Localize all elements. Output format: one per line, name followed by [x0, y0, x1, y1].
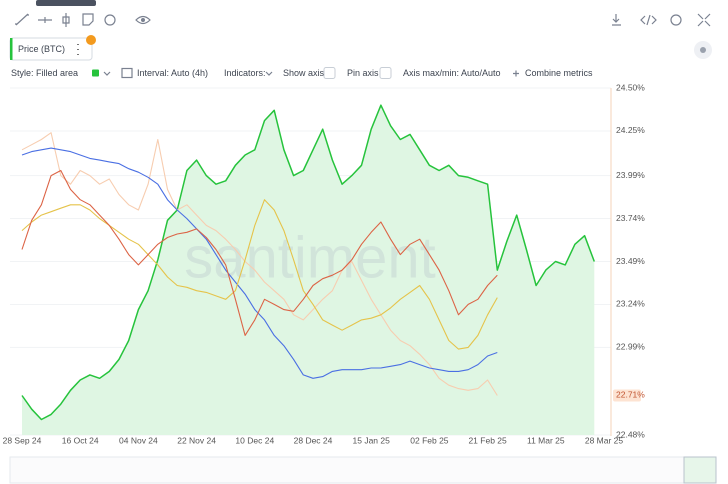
series-line [21, 199, 498, 350]
pin-axis[interactable]: Pin axis [347, 68, 379, 78]
plus-icon [513, 70, 519, 77]
x-tick-label: 04 Nov 24 [119, 435, 158, 445]
x-tick-label: 10 Dec 24 [235, 435, 274, 445]
series-line [21, 132, 498, 396]
tooltip [36, 0, 96, 6]
x-tick-label: 16 Oct 24 [62, 435, 99, 445]
visibility-dot [141, 18, 145, 22]
current-value-label: 22.71% [616, 390, 645, 400]
axis-minmax[interactable]: Axis max/min: Auto/Auto [403, 68, 501, 78]
trend-line-tool[interactable] [15, 13, 29, 26]
settings[interactable] [670, 14, 682, 26]
visibility-toggle[interactable] [135, 15, 151, 25]
x-tick-label: 28 Sep 24 [3, 435, 42, 445]
settings-row: Style: Filled area Interval: Auto (4h) I… [11, 67, 593, 79]
vertical-ray-tool[interactable] [62, 13, 70, 27]
x-tick-label: 11 Mar 25 [527, 435, 565, 445]
metric-label: Price (BTC) [18, 44, 65, 54]
y-tick-label: 24.50% [616, 82, 645, 92]
x-tick-label: 02 Feb 25 [410, 435, 449, 445]
x-tick-label: 28 Mar 25 [585, 435, 624, 445]
ray-tool[interactable] [38, 17, 52, 23]
indicators-setting[interactable]: Indicators: [224, 68, 266, 78]
y-tick-label: 22.48% [616, 429, 645, 439]
calendar-icon [121, 67, 133, 79]
navigator-window[interactable] [683, 456, 717, 484]
y-tick-label: 22.99% [616, 342, 645, 352]
interval-setting[interactable]: Interval: Auto (4h) [137, 68, 208, 78]
series-line [21, 104, 596, 421]
chevron [265, 71, 273, 76]
y-tick-label: 23.24% [616, 299, 645, 309]
combine-metrics[interactable]: Combine metrics [525, 68, 593, 78]
y-tick-label: 24.25% [616, 125, 645, 135]
settings-dot [700, 47, 706, 53]
fullscreen[interactable] [697, 13, 711, 27]
btc-badge [86, 35, 96, 45]
series-line [21, 169, 498, 336]
y-tick-label: 23.74% [616, 213, 645, 223]
series-line [21, 147, 498, 379]
x-tick-label: 15 Jan 25 [353, 435, 391, 445]
x-tick-label: 22 Nov 24 [177, 435, 216, 445]
x-tick-label: 21 Feb 25 [468, 435, 507, 445]
chip-marker [10, 38, 13, 60]
area [22, 105, 595, 435]
current-value-box [613, 389, 641, 402]
metric-chip[interactable]: Price (BTC) [9, 35, 96, 61]
navigator[interactable] [9, 456, 717, 484]
watermark: santiment [184, 225, 435, 290]
note-tool[interactable] [82, 13, 94, 26]
chevron [103, 71, 111, 76]
download[interactable] [612, 14, 621, 26]
checkbox[interactable] [379, 67, 392, 79]
y-tick-label: 23.49% [616, 256, 645, 266]
style-setting[interactable]: Style: Filled area [11, 68, 78, 78]
emoji-tool[interactable] [104, 14, 116, 26]
y-tick-label: 23.99% [616, 170, 645, 180]
show-axis[interactable]: Show axis [283, 68, 325, 78]
color-swatch[interactable] [92, 69, 99, 77]
checkbox[interactable] [323, 67, 336, 79]
embed[interactable] [640, 14, 657, 26]
toolbar [15, 0, 711, 27]
x-tick-label: 28 Dec 24 [294, 435, 333, 445]
